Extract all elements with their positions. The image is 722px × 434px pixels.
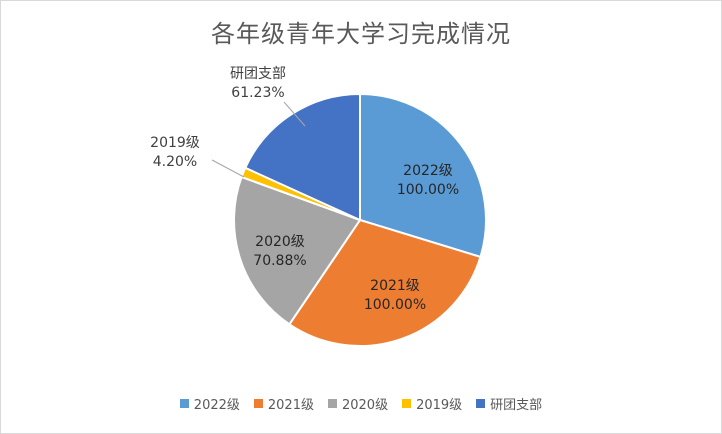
slice-label-category-1: 2021级 [370, 278, 420, 294]
legend-label-1: 2021级 [267, 398, 314, 413]
slice-label-category-2: 2020级 [255, 234, 305, 250]
pie-slice-1 [287, 218, 482, 347]
legend-label-4: 研团支部 [490, 398, 543, 413]
pie-slice-4 [243, 92, 361, 222]
legend-item-0: 2022级 [179, 394, 240, 413]
slice-label-value-3: 4.20% [153, 154, 197, 170]
slice-label-category-4: 研团支部 [230, 66, 286, 82]
leader-line-4 [283, 101, 306, 127]
legend-label-3: 2019级 [416, 398, 463, 413]
slice-label-category-0: 2022级 [403, 163, 453, 179]
legend-label-0: 2022级 [193, 398, 240, 413]
chart-title: 各年级青年大学习完成情况 [211, 20, 511, 48]
legend: 2022级 2021级 2020级 2019级 研团支部 [0, 394, 722, 413]
legend-swatch-0 [179, 399, 189, 408]
slice-label-value-0: 100.00% [397, 182, 459, 198]
slice-label-value-1: 100.00% [364, 297, 426, 313]
legend-item-1: 2021级 [253, 394, 314, 413]
slice-label-category-3: 2019级 [150, 135, 200, 151]
legend-label-2: 2020级 [341, 398, 389, 413]
legend-swatch-1 [253, 399, 263, 408]
pie-slice-0 [359, 92, 487, 259]
slice-label-value-2: 70.88% [253, 253, 306, 269]
legend-swatch-2 [327, 399, 337, 408]
legend-item-4: 研团支部 [476, 394, 542, 413]
pie-slice-2 [233, 175, 362, 326]
legend-swatch-3 [402, 399, 412, 408]
leader-line-3 [211, 159, 245, 178]
legend-swatch-4 [476, 399, 486, 408]
legend-item-2: 2020级 [327, 394, 389, 413]
legend-item-3: 2019级 [402, 394, 462, 413]
slice-label-value-4: 61.23% [231, 85, 284, 101]
